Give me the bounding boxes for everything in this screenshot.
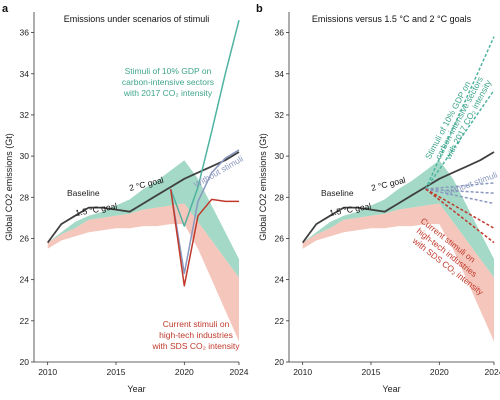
panel-letter: a	[2, 3, 9, 15]
y-tick-label: 20	[20, 357, 30, 367]
x-tick-label: 2020	[430, 367, 449, 377]
series-line-0	[46, 151, 240, 244]
annotation: carbon-intensive sectors	[122, 77, 214, 87]
x-axis-label: Year	[127, 384, 145, 394]
y-tick-label: 34	[275, 69, 285, 79]
y-tick-label: 22	[275, 316, 285, 326]
y-tick-label: 28	[20, 192, 30, 202]
series-line-4	[169, 149, 240, 275]
y-tick-label: 28	[275, 192, 285, 202]
y-tick-label: 36	[275, 28, 285, 38]
panel-letter: b	[256, 3, 263, 15]
series-line-8	[425, 188, 495, 229]
x-tick-label: 2024	[485, 367, 500, 377]
x-axis-label: Year	[382, 384, 400, 394]
y-tick-label: 26	[20, 233, 30, 243]
y-tick-label: 24	[20, 275, 30, 285]
x-tick-label: 2020	[175, 367, 194, 377]
annotation: Current stimuli on	[163, 319, 230, 329]
y-tick-label: 20	[275, 357, 285, 367]
panel-title: Emissions under scenarios of stimuli	[64, 14, 210, 24]
series-line-3	[425, 36, 495, 190]
annotation: high-tech industries	[159, 330, 233, 340]
x-tick-label: 2015	[107, 367, 126, 377]
y-axis-label: Global CO2 emissions (Gt)	[258, 133, 268, 241]
annotation: Stimuli of 10% GDP on	[125, 66, 212, 76]
panel-b: 20 22 24 26 28 30 32 34 36 2010 2015 2020 2024 b Emiss…	[256, 3, 500, 394]
y-tick-label: 36	[20, 28, 30, 38]
annotation: Baseline	[321, 188, 354, 198]
series-line-7	[425, 188, 495, 205]
panel-title: Emissions versus 1.5 °C and 2 °C goals	[312, 14, 472, 24]
y-tick-label: 32	[275, 110, 285, 120]
series-line-6	[425, 188, 495, 194]
x-tick-label: 2010	[38, 367, 57, 377]
series-line-5	[425, 182, 495, 190]
y-tick-label: 24	[275, 275, 285, 285]
series-line-3	[169, 20, 240, 227]
series-line-5	[169, 188, 239, 287]
series-line-4	[425, 89, 495, 190]
x-tick-label: 2010	[293, 367, 312, 377]
y-tick-label: 30	[275, 151, 285, 161]
annotation: with 2017 CO₂ intensity	[123, 88, 213, 98]
x-tick-label: 2015	[362, 367, 381, 377]
series-line-9	[425, 188, 495, 244]
x-tick-label: 2024	[230, 367, 249, 377]
panel-a: 20 22 24 26 28 30 32 34 36 2010 2015 2020 2024 a Emiss…	[2, 3, 249, 394]
band-2-c-goal	[302, 160, 494, 278]
y-axis-label: Global CO2 emissions (Gt)	[4, 133, 14, 241]
annotation: with SDS CO₂ intensity	[152, 341, 241, 351]
y-tick-label: 34	[20, 69, 30, 79]
band-2-c-goal	[47, 160, 240, 278]
y-tick-label: 22	[20, 316, 30, 326]
y-tick-label: 32	[20, 110, 30, 120]
y-tick-label: 26	[275, 233, 285, 243]
y-tick-label: 30	[20, 151, 30, 161]
annotation: Baseline	[67, 188, 100, 198]
series-line-0	[301, 151, 495, 244]
